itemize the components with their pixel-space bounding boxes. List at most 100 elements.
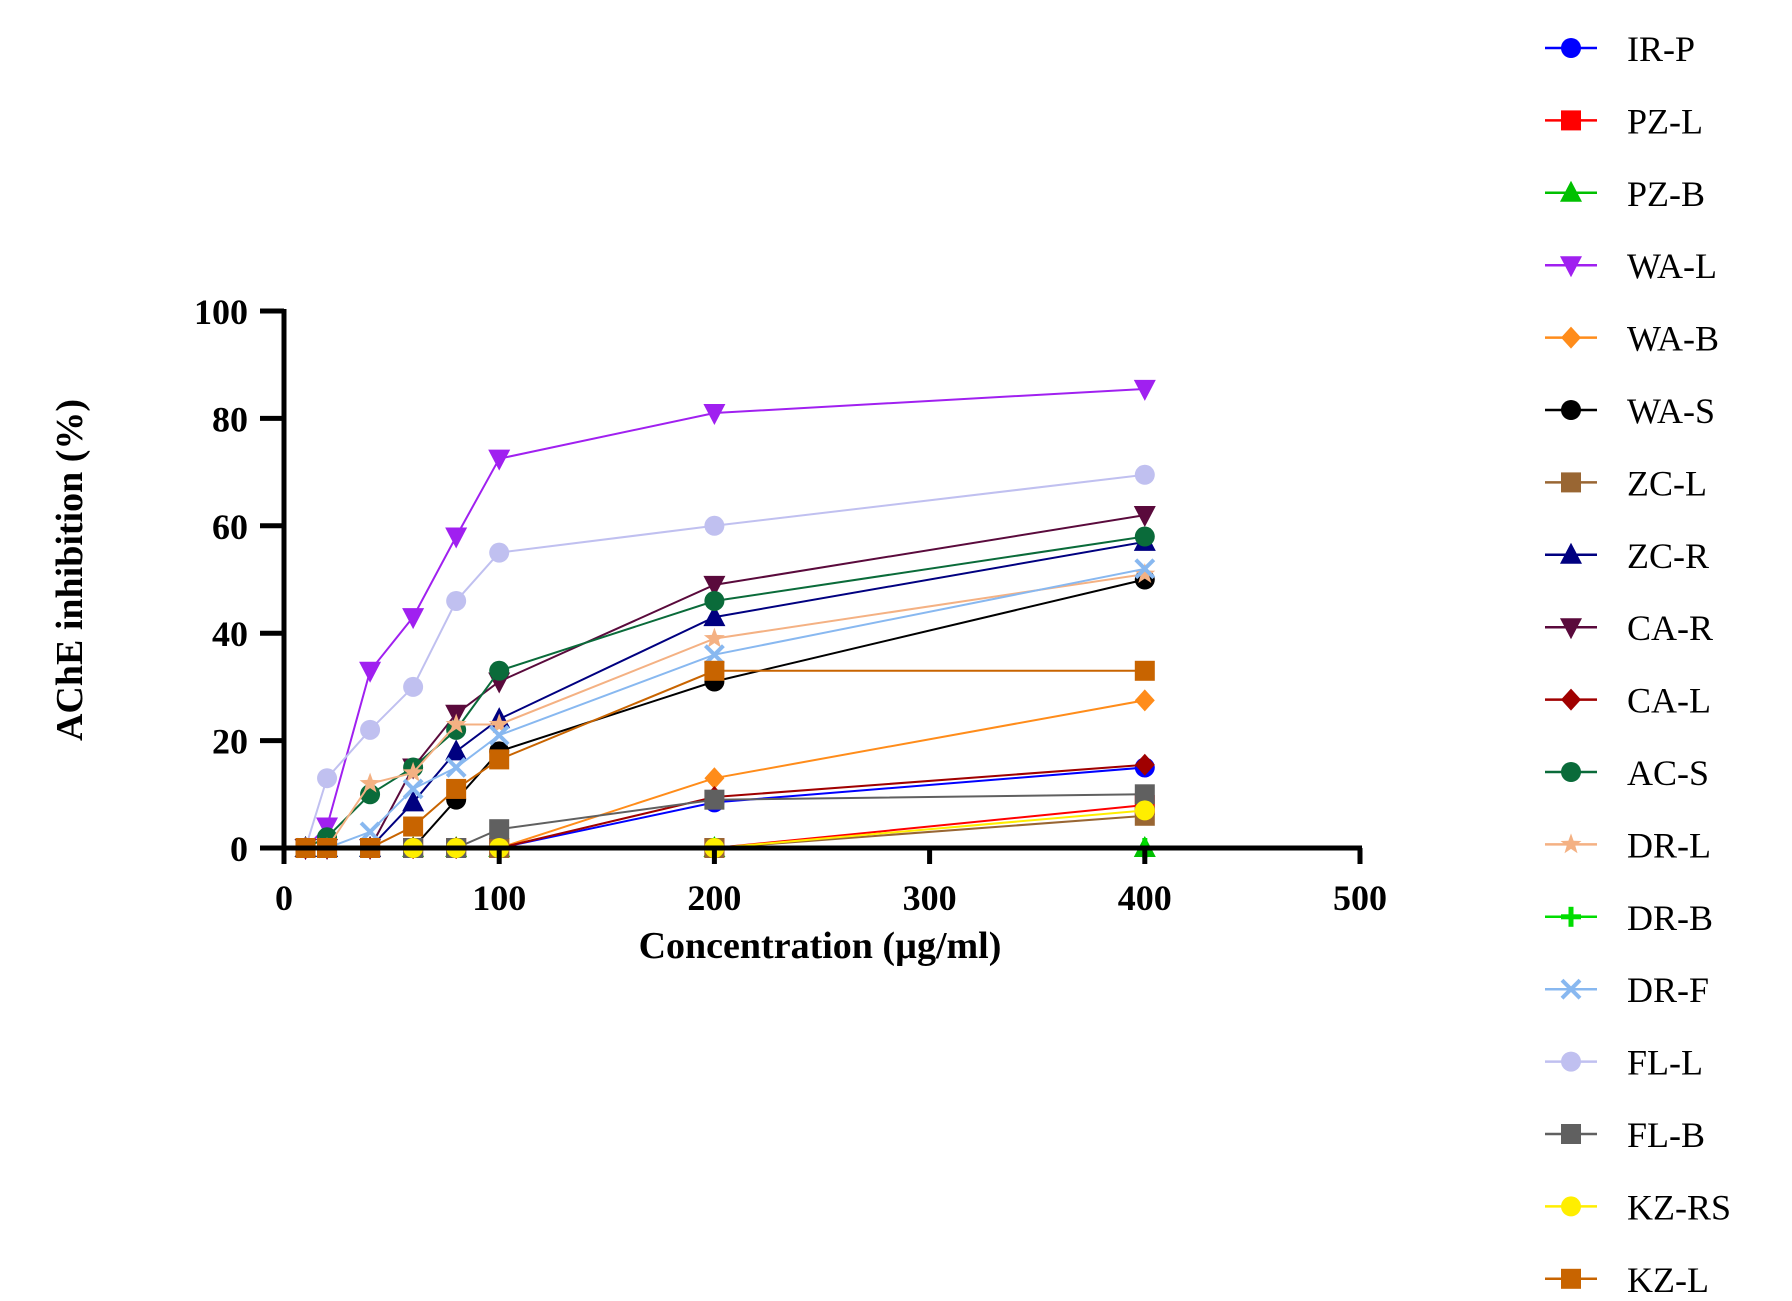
series-ir-p [295,757,1155,858]
x-axis-label: Concentration (µg/ml) [639,925,1002,967]
series-line [305,567,1145,849]
data-point [359,661,382,683]
data-point [1134,558,1156,580]
data-point [445,757,467,778]
series-wa-l [294,379,1156,860]
data-point [402,761,424,782]
data-point [359,821,381,843]
legend: IR-P PZ-L PZ-B WA-L WA-B WA-S ZC-L ZC-R CA-R CA-L… [1545,29,1731,1300]
series-line [305,573,1145,849]
series-line [305,809,1145,849]
series-zc-r [294,529,1156,857]
data-point [445,739,468,761]
data-point [703,644,725,666]
legend-item-wa-b: WA-B [1545,319,1719,359]
data-point [1134,800,1155,821]
y-tick-label: 80 [212,399,248,439]
legend-label: ZC-L [1627,463,1707,503]
data-point [402,778,424,800]
legend-label: CA-L [1627,681,1711,721]
legend-label: DR-F [1627,970,1709,1010]
legend-label: ZC-R [1627,536,1709,576]
legend-item-pz-b: PZ-B [1545,174,1705,214]
legend-item-dr-b: DR-B [1545,898,1713,938]
data-point [704,789,725,810]
data-point [703,627,725,648]
data-point [704,590,725,611]
data-point [1134,526,1155,547]
data-point [489,819,510,840]
data-point [703,605,726,627]
legend-item-ac-s: AC-S [1545,753,1709,793]
legend-item-fl-l: FL-L [1545,1043,1703,1083]
series-line [304,387,1145,849]
legend-marker [1560,833,1582,854]
data-point [1134,464,1155,485]
x-tick-label: 0 [275,878,293,918]
legend-item-pz-l: PZ-L [1545,101,1703,141]
data-point [403,676,424,697]
legend-marker [1561,688,1581,711]
legend-label: KZ-L [1627,1260,1709,1300]
data-point [1133,379,1156,401]
legend-marker [1560,542,1582,564]
data-point [1133,506,1156,528]
data-point [703,575,726,597]
data-point [446,590,467,611]
legend-marker [1561,38,1581,58]
axes-layer: 0 100 200 300 400 500 0 20 40 60 80 100 [194,292,1387,918]
legend-marker [1561,1268,1581,1289]
legend-marker [1561,400,1581,420]
legend-label: WA-S [1627,391,1715,431]
x-tick-label: 300 [903,878,957,918]
legend-label: AC-S [1627,753,1709,793]
data-point [488,724,510,746]
data-point [488,713,510,734]
legend-marker [1560,180,1582,202]
data-point [359,772,381,793]
legend-marker [1560,256,1582,278]
data-point [360,719,381,740]
data-point [1134,753,1155,776]
series-fl-l [295,464,1155,858]
x-tick-label: 500 [1333,878,1387,918]
data-point [1134,660,1155,681]
y-tick-label: 40 [212,614,248,654]
legend-marker [1561,1124,1581,1144]
legend-marker [1560,618,1582,640]
legend-item-kz-l: KZ-L [1545,1260,1709,1300]
legend-label: WA-B [1627,319,1719,359]
y-axis-label: AChE inhibition (%) [49,399,91,741]
data-point [403,816,424,837]
data-point [703,404,726,426]
legend-label: DR-L [1627,825,1711,865]
series-wa-s [295,569,1155,858]
legend-label: WA-L [1627,246,1717,286]
data-point [488,449,511,471]
series-line [305,514,1145,849]
legend-marker [1560,978,1582,1000]
legend-label: KZ-RS [1627,1187,1731,1227]
legend-label: FL-L [1627,1043,1703,1083]
x-tick-label: 200 [687,878,741,918]
series-line [304,473,1145,849]
legend-item-wa-s: WA-S [1545,391,1715,431]
x-tick-label: 400 [1118,878,1172,918]
legend-marker [1561,906,1581,927]
legend-item-dr-f: DR-F [1545,970,1709,1010]
legend-marker [1561,326,1581,349]
legend-item-zc-l: ZC-L [1545,463,1707,503]
legend-item-dr-l: DR-L [1545,825,1711,865]
data-point [402,790,425,812]
series-line [305,578,1146,849]
legend-label: IR-P [1627,29,1695,69]
data-point [704,767,725,790]
data-point [489,542,510,563]
y-tick-label: 60 [212,507,248,547]
series-ca-r [294,506,1156,860]
data-point [317,768,338,789]
data-point [445,713,467,734]
series-ca-l [295,753,1155,859]
data-point [1134,784,1155,805]
